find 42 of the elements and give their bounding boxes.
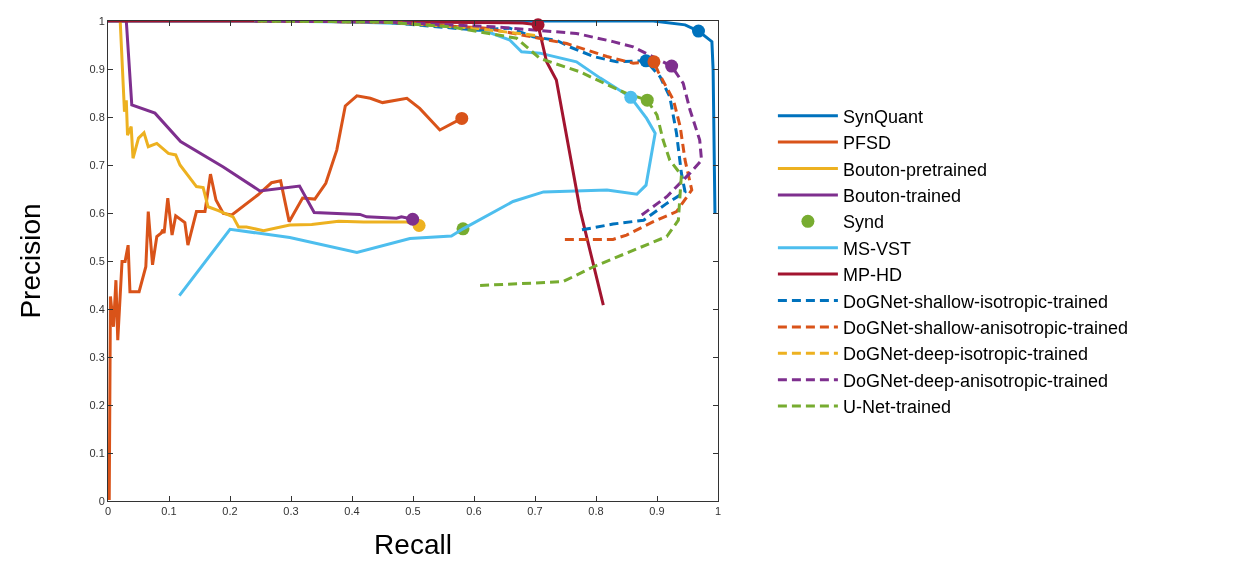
- point: [691, 24, 705, 38]
- point: [624, 90, 638, 104]
- y-tick-label: 0.1: [89, 446, 105, 459]
- point: [640, 93, 654, 107]
- x-tick-label: 0.4: [344, 505, 360, 518]
- legend-label: DoGNet-shallow-isotropic-trained: [842, 291, 1109, 312]
- point: [665, 59, 679, 73]
- legend-label: U-Net-trained: [842, 397, 951, 418]
- point: [647, 55, 661, 69]
- y-tick-label: 1: [98, 14, 105, 27]
- x-tick-label: 0.2: [222, 505, 238, 518]
- legend-label: DoGNet-deep-isotropic-trained: [842, 344, 1089, 365]
- y-tick-label: 0.2: [89, 398, 105, 411]
- y-tick-label: 0.7: [89, 158, 105, 171]
- y-tick-label: 0.6: [89, 206, 105, 219]
- point: [455, 111, 469, 125]
- legend-label: DoGNet-deep-anisotropic-trained: [842, 370, 1109, 391]
- legend-label: Synd: [842, 212, 884, 233]
- y-tick-label: 0: [98, 494, 105, 507]
- point: [406, 212, 420, 226]
- x-tick-label: 0.8: [588, 505, 604, 518]
- y-tick-label: 0.9: [89, 62, 105, 75]
- x-axis-title: Recall: [374, 529, 452, 561]
- x-tick-label: 0.5: [405, 505, 421, 518]
- x-tick-label: 0.6: [466, 505, 482, 518]
- legend-label: DoGNet-shallow-anisotropic-trained: [842, 317, 1129, 338]
- legend-label: MS-VST: [842, 238, 911, 259]
- legend-label: MP-HD: [842, 265, 902, 286]
- y-tick-label: 0.3: [89, 350, 105, 363]
- x-tick-label: 0.7: [527, 505, 543, 518]
- legend-label: PFSD: [842, 133, 891, 154]
- legend-label: Bouton-pretrained: [842, 159, 988, 180]
- x-tick-label: 0.3: [283, 505, 299, 518]
- legend-label: SynQuant: [842, 106, 923, 127]
- y-tick-label: 0.5: [89, 254, 105, 267]
- y-tick-label: 0.4: [89, 302, 105, 315]
- legend-label: Bouton-trained: [842, 185, 961, 206]
- x-tick-label: 0.9: [649, 505, 665, 518]
- x-tick-label: 0.1: [161, 505, 177, 518]
- y-axis-title: Precision: [15, 203, 47, 319]
- x-tick-label: 1: [714, 505, 722, 518]
- y-tick-label: 0.8: [89, 110, 105, 123]
